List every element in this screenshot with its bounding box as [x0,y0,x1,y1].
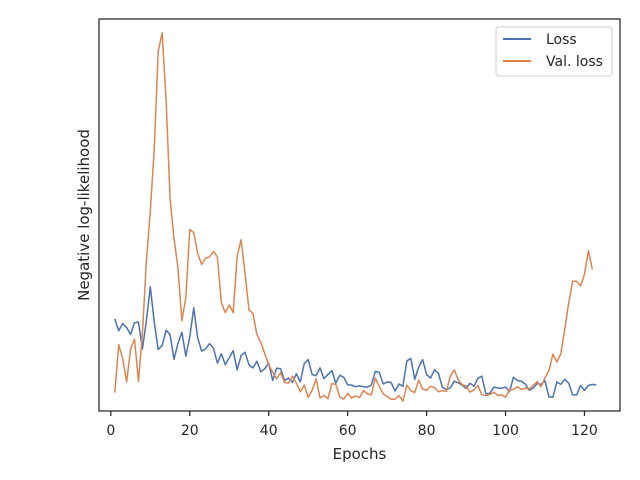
legend: Loss Val. loss [495,26,613,77]
x-axis-ticks: 0 20 40 60 80 100 120 [106,411,598,439]
plot-frame [98,18,621,412]
y-axis-label: Negative log-likelihood [75,129,93,301]
x-tick-label: 120 [571,423,598,439]
x-tick-label: 0 [106,423,115,439]
legend-label-val-loss: Val. loss [546,54,603,70]
series-line-val-loss [114,31,594,402]
x-axis-label: Epochs [333,445,387,463]
series-layer [114,31,597,402]
x-tick-label: 80 [418,423,436,439]
series-line-loss [114,285,597,399]
plot-background [99,19,620,411]
x-tick-label: 100 [492,423,519,439]
x-tick-label: 40 [260,423,278,439]
x-tick-label: 60 [339,423,357,439]
legend-label-loss: Loss [546,32,577,48]
x-tick-label: 20 [181,423,199,439]
